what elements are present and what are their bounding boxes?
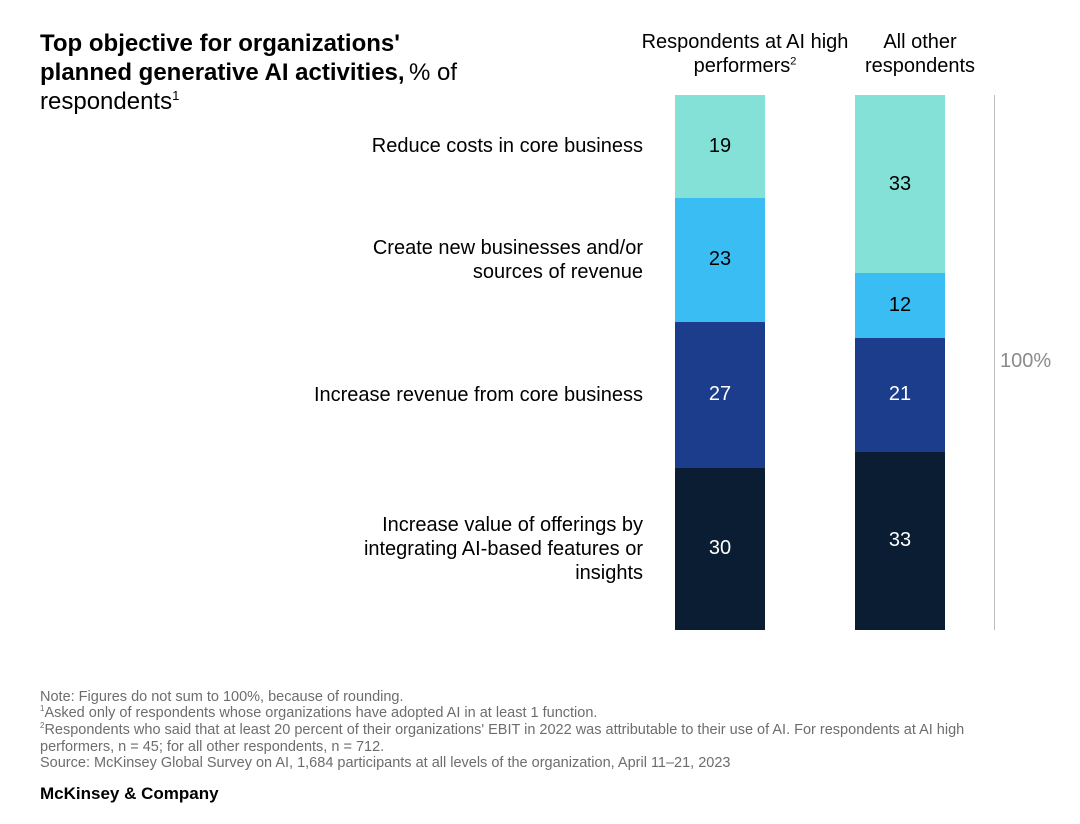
footnote-line: Note: Figures do not sum to 100%, becaus…: [40, 689, 1040, 706]
row-label: Create new businesses and/or sources of …: [313, 236, 643, 284]
bar-segment: 30: [675, 468, 765, 630]
footnotes: Note: Figures do not sum to 100%, becaus…: [40, 689, 1040, 772]
bar-segment: 23: [675, 198, 765, 322]
bar-segment: 27: [675, 322, 765, 468]
bar-segment: 19: [675, 95, 765, 198]
row-label: Increase revenue from core business: [313, 383, 643, 407]
stacked-bar-chart: Respondents at AI high performers2All ot…: [40, 30, 1040, 640]
footnote-line: 1Asked only of respondents whose organiz…: [40, 705, 1040, 722]
stacked-bar: 33122133: [855, 95, 945, 630]
column-header: Respondents at AI high performers2: [635, 30, 855, 78]
bar-segment: 33: [855, 95, 945, 273]
bar-segment: 33: [855, 452, 945, 630]
column-header: All other respondents: [840, 30, 1000, 78]
stacked-bar: 19232730: [675, 95, 765, 630]
row-label: Increase value of offerings by integrati…: [313, 513, 643, 585]
footnote-line: 2Respondents who said that at least 20 p…: [40, 722, 1040, 755]
bar-segment: 12: [855, 273, 945, 338]
scale-label: 100%: [1000, 350, 1051, 373]
brand-logo: McKinsey & Company: [40, 784, 219, 804]
bar-segment: 21: [855, 338, 945, 451]
row-label: Reduce costs in core business: [313, 134, 643, 158]
footnote-line: Source: McKinsey Global Survey on AI, 1,…: [40, 755, 1040, 772]
